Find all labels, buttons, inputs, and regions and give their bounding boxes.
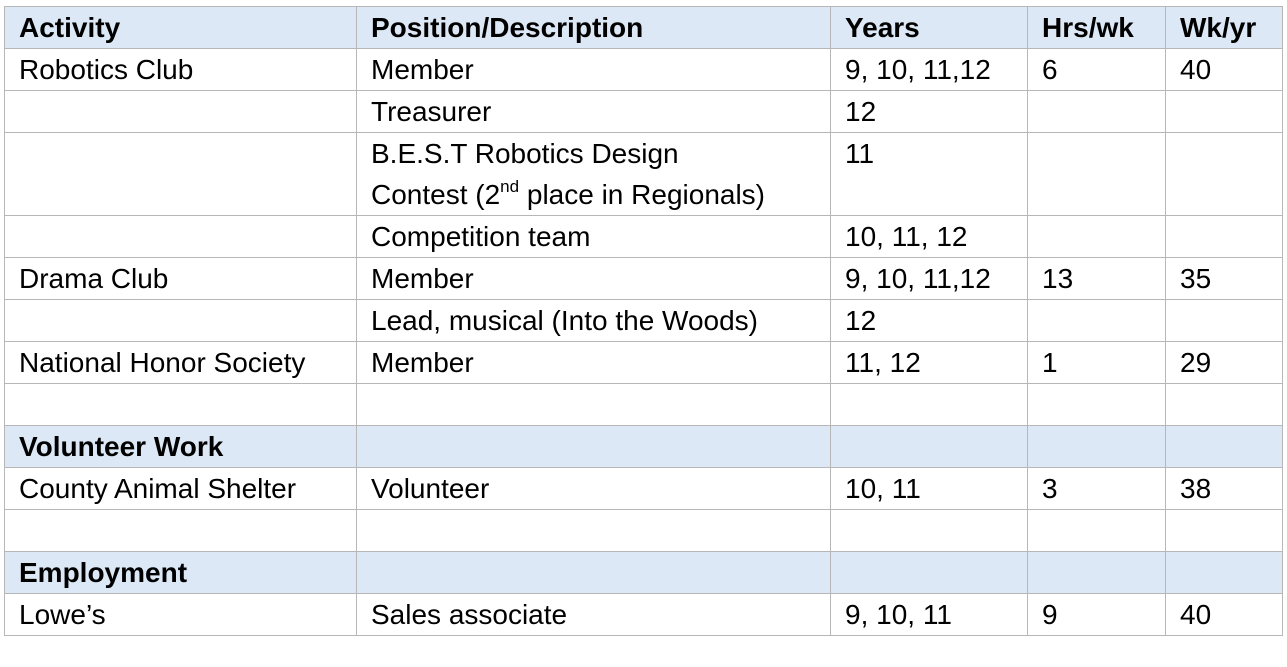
- years-cell: 9, 10, 11,12: [830, 48, 1028, 91]
- table-row: Robotics Club Member 9, 10, 11,12 6 40: [4, 48, 1283, 91]
- wks-cell: 29: [1165, 341, 1283, 384]
- hrs-cell: [1027, 132, 1166, 216]
- activity-cell: Lowe’s: [4, 593, 357, 636]
- header-weeks-per-year: Wk/yr: [1165, 6, 1283, 49]
- table-row: Drama Club Member 9, 10, 11,12 13 35: [4, 257, 1283, 300]
- position-line-1: B.E.S.T Robotics Design: [371, 138, 679, 169]
- header-hrs-per-week: Hrs/wk: [1027, 6, 1166, 49]
- activity-cell: [4, 299, 357, 342]
- activity-cell: [4, 90, 357, 133]
- empty-row: [4, 383, 1283, 426]
- section-heading-volunteer: Volunteer Work: [4, 425, 357, 468]
- hrs-cell: [1027, 299, 1166, 342]
- table-header-row: Activity Position/Description Years Hrs/…: [4, 6, 1283, 49]
- ordinal-suffix: nd: [500, 176, 520, 196]
- wks-cell: 40: [1165, 593, 1283, 636]
- empty-row: [4, 509, 1283, 552]
- table-row: B.E.S.T Robotics Design Contest (2nd pla…: [4, 132, 1283, 216]
- hrs-cell: 1: [1027, 341, 1166, 384]
- wks-cell: 35: [1165, 257, 1283, 300]
- hrs-cell: 3: [1027, 467, 1166, 510]
- document-page: Activity Position/Description Years Hrs/…: [4, 6, 1283, 636]
- hrs-cell: 6: [1027, 48, 1166, 91]
- header-years: Years: [830, 6, 1028, 49]
- years-cell: 11, 12: [830, 341, 1028, 384]
- wks-cell: 40: [1165, 48, 1283, 91]
- wks-cell: [1165, 90, 1283, 133]
- header-activity: Activity: [4, 6, 357, 49]
- activity-cell: [4, 215, 357, 258]
- table-row: Lead, musical (Into the Woods) 12: [4, 299, 1283, 342]
- position-cell: Member: [356, 257, 831, 300]
- position-cell: Member: [356, 341, 831, 384]
- years-cell: 12: [830, 299, 1028, 342]
- position-cell: B.E.S.T Robotics Design Contest (2nd pla…: [356, 132, 831, 216]
- section-heading-employment: Employment: [4, 551, 357, 594]
- table-row: Competition team 10, 11, 12: [4, 215, 1283, 258]
- table-row: Treasurer 12: [4, 90, 1283, 133]
- activity-cell: [4, 132, 357, 216]
- hrs-cell: [1027, 215, 1166, 258]
- activity-cell: National Honor Society: [4, 341, 357, 384]
- years-cell: 9, 10, 11,12: [830, 257, 1028, 300]
- hrs-cell: [1027, 90, 1166, 133]
- hrs-cell: 13: [1027, 257, 1166, 300]
- years-cell: 9, 10, 11: [830, 593, 1028, 636]
- section-heading-row: Volunteer Work: [4, 425, 1283, 468]
- wks-cell: 38: [1165, 467, 1283, 510]
- table-row: County Animal Shelter Volunteer 10, 11 3…: [4, 467, 1283, 510]
- position-cell: Competition team: [356, 215, 831, 258]
- position-cell: Volunteer: [356, 467, 831, 510]
- activity-cell: Drama Club: [4, 257, 357, 300]
- years-cell: 10, 11: [830, 467, 1028, 510]
- activity-cell: County Animal Shelter: [4, 467, 357, 510]
- years-cell: 11: [830, 132, 1028, 216]
- activities-table: Activity Position/Description Years Hrs/…: [4, 6, 1283, 636]
- position-cell: Sales associate: [356, 593, 831, 636]
- header-position: Position/Description: [356, 6, 831, 49]
- years-cell: 12: [830, 90, 1028, 133]
- position-cell: Treasurer: [356, 90, 831, 133]
- wks-cell: [1165, 132, 1283, 216]
- position-line-2-pre: Contest (2: [371, 179, 501, 210]
- position-cell: Lead, musical (Into the Woods): [356, 299, 831, 342]
- activity-cell: Robotics Club: [4, 48, 357, 91]
- years-cell: 10, 11, 12: [830, 215, 1028, 258]
- position-line-2: Contest (2nd place in Regionals): [371, 174, 816, 215]
- position-line-2-post: place in Regionals): [519, 179, 766, 210]
- position-cell: Member: [356, 48, 831, 91]
- table-row: Lowe’s Sales associate 9, 10, 11 9 40: [4, 593, 1283, 636]
- section-heading-row: Employment: [4, 551, 1283, 594]
- table-row: National Honor Society Member 11, 12 1 2…: [4, 341, 1283, 384]
- wks-cell: [1165, 215, 1283, 258]
- hrs-cell: 9: [1027, 593, 1166, 636]
- wks-cell: [1165, 299, 1283, 342]
